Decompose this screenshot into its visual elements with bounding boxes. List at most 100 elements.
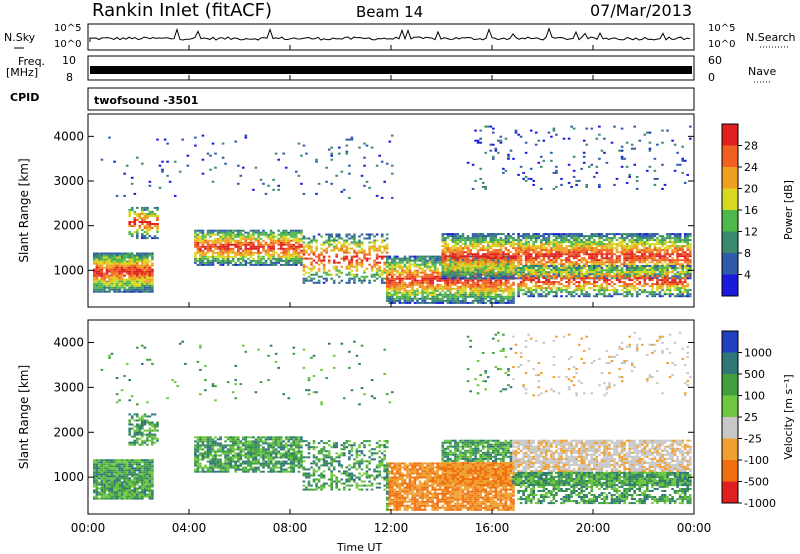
data-cell — [386, 281, 389, 284]
data-cell — [408, 281, 412, 284]
data-cell — [431, 285, 434, 288]
data-cell — [108, 256, 111, 259]
data-cell — [509, 285, 513, 288]
data-cell — [335, 239, 338, 242]
data-cell — [148, 266, 152, 269]
data-cell — [436, 301, 439, 304]
data-cell — [423, 279, 427, 282]
data-cell — [529, 277, 533, 280]
data-cell — [466, 239, 470, 242]
data-cell — [204, 251, 207, 254]
data-cell — [486, 233, 490, 236]
data-cell — [388, 295, 392, 298]
data-cell — [426, 283, 429, 286]
data-cell — [509, 273, 513, 276]
data-cell — [247, 241, 250, 244]
data-cell — [451, 259, 455, 262]
data-cell — [484, 259, 487, 262]
data-cell — [689, 245, 692, 248]
data-cell — [269, 247, 273, 250]
data-cell — [141, 280, 144, 283]
data-cell — [517, 243, 520, 246]
data-cell — [125, 266, 129, 269]
data-cell — [580, 249, 583, 252]
data-cell — [651, 265, 654, 268]
data-cell — [201, 229, 205, 232]
data-cell — [398, 297, 402, 300]
data-cell — [522, 275, 525, 278]
data-cell — [668, 239, 672, 242]
data-cell — [120, 266, 124, 269]
data-cell — [221, 229, 225, 232]
data-cell — [386, 255, 389, 258]
data-cell — [221, 235, 225, 238]
data-cell — [507, 251, 510, 254]
data-cell — [641, 277, 644, 280]
data-cell — [201, 231, 205, 234]
data-cell — [295, 233, 298, 236]
data-cell — [555, 269, 558, 271]
data-cell — [317, 281, 321, 284]
data-cell — [653, 249, 657, 252]
data-cell — [229, 235, 232, 238]
data-cell — [497, 245, 500, 248]
data-cell — [522, 285, 525, 288]
data-cell — [575, 249, 578, 252]
data-cell — [469, 285, 472, 288]
data-cell — [327, 261, 331, 264]
data-cell — [507, 243, 510, 246]
data-cell — [585, 261, 588, 264]
data-cell — [454, 247, 457, 250]
data-cell — [678, 265, 682, 268]
data-cell — [633, 243, 636, 246]
data-cell — [479, 257, 482, 260]
data-cell — [608, 289, 611, 292]
data-cell — [638, 259, 642, 262]
data-cell — [398, 289, 402, 292]
data-cell — [550, 255, 553, 258]
data-cell — [350, 277, 354, 280]
data-cell — [534, 281, 538, 284]
data-cell — [540, 235, 543, 238]
data-cell — [196, 249, 200, 252]
data-cell — [340, 237, 344, 240]
data-cell — [507, 255, 510, 258]
data-cell — [413, 269, 417, 272]
data-cell — [577, 267, 581, 269]
data-cell — [471, 269, 475, 272]
data-cell — [221, 257, 225, 260]
data-cell — [279, 231, 283, 234]
data-cell — [479, 291, 482, 294]
data-cell — [133, 219, 137, 221]
data-cell — [431, 255, 434, 258]
data-cell — [138, 254, 142, 257]
data-cell — [474, 241, 477, 244]
data-cell — [464, 297, 467, 300]
data-cell — [353, 249, 356, 252]
data-cell — [454, 263, 457, 266]
data-cell — [98, 256, 101, 259]
data-cell — [441, 259, 445, 262]
data-cell — [600, 271, 604, 273]
data-cell — [456, 233, 460, 236]
data-cell — [100, 270, 104, 273]
data-cell — [454, 293, 457, 296]
data-cell — [373, 265, 376, 268]
data-cell — [125, 252, 129, 255]
data-cell — [338, 275, 341, 278]
data-cell — [433, 255, 437, 258]
data-cell — [143, 266, 147, 269]
data-cell — [522, 235, 525, 238]
data-cell — [95, 274, 99, 277]
data-cell — [221, 239, 225, 242]
data-cell — [391, 287, 394, 290]
data-cell — [630, 243, 634, 246]
data-cell — [436, 267, 439, 270]
data-cell — [403, 285, 407, 288]
data-cell — [396, 291, 399, 294]
data-cell — [262, 239, 265, 242]
data-cell — [300, 239, 303, 242]
data-cell — [572, 273, 576, 275]
data-cell — [310, 251, 313, 254]
data-cell — [545, 233, 548, 236]
